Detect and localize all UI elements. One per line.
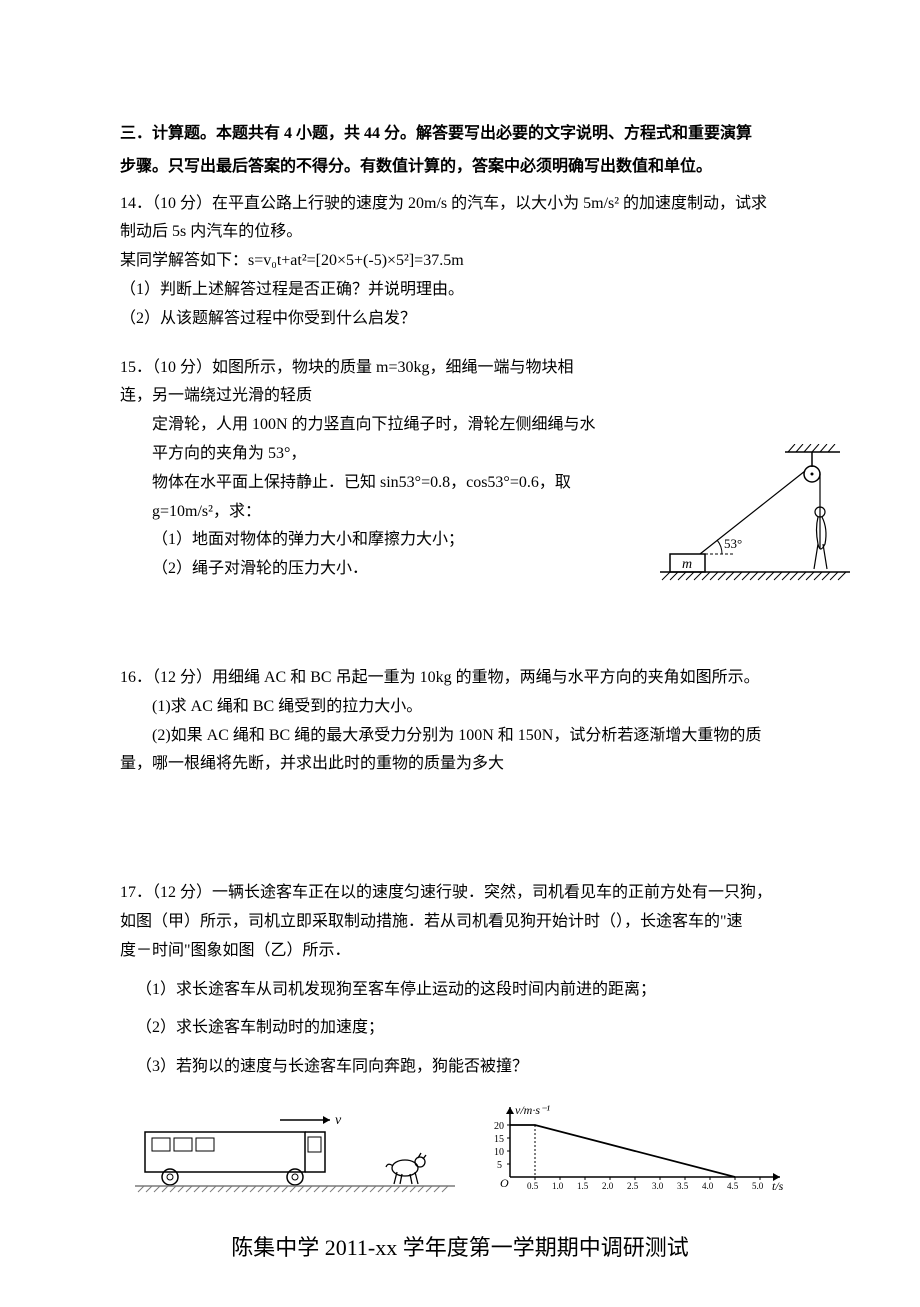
svg-text:2.5: 2.5 — [627, 1181, 639, 1191]
q16-sub2-line1: (2)如果 AC 绳和 BC 绳的最大承受力分别为 100N 和 150N，试分… — [152, 722, 800, 751]
q17-sub1: （1）求长途客车从司机发现狗至客车停止运动的这段时间内前进的距离； — [136, 976, 800, 1005]
q17-stem-line2: 如图（甲）所示，司机立即采取制动措施．若从司机看见狗开始计时（），长途客车的"速 — [120, 908, 800, 937]
bus-window — [196, 1138, 214, 1151]
svg-text:15: 15 — [494, 1134, 504, 1145]
svg-text:3.5: 3.5 — [677, 1181, 689, 1191]
dog-icon — [386, 1153, 426, 1184]
svg-text:4.0: 4.0 — [702, 1181, 714, 1191]
q17-sub2: （2）求长途客车制动时的加速度； — [136, 1014, 800, 1043]
question-15: 15．（10 分）如图所示，物块的质量 m=30kg，细绳一端与物块相连，另一端… — [120, 354, 800, 584]
bus-window — [152, 1138, 170, 1151]
bus-windshield — [308, 1137, 321, 1152]
angle-arc — [717, 540, 722, 554]
question-14: 14．（10 分）在平直公路上行驶的速度为 20m/s 的汽车，以大小为 5m/… — [120, 190, 800, 334]
svg-text:1.0: 1.0 — [552, 1181, 564, 1191]
y-ticks: 5 10 15 20 — [494, 1121, 510, 1171]
x-ticks: 0.5 1.0 1.5 2.0 2.5 3.0 3.5 4.0 4.5 5.0 — [527, 1177, 764, 1191]
svg-text:10: 10 — [494, 1147, 504, 1158]
q14-stem-line2: 制动后 5s 内汽车的位移。 — [120, 218, 800, 247]
q15-figure: 53° m — [660, 444, 850, 594]
q14-sub1: （1）判断上述解答过程是否正确？并说明理由。 — [120, 276, 800, 305]
svg-text:0.5: 0.5 — [527, 1181, 539, 1191]
q17-stem-line3: 度－时间"图象如图（乙）所示． — [120, 937, 800, 966]
origin-label: O — [500, 1176, 509, 1190]
q15-stem-line2: 定滑轮，人用 100N 的力竖直向下拉绳子时，滑轮左侧细绳与水平方向的夹角为 5… — [152, 411, 600, 469]
y-axis-arrow — [506, 1107, 514, 1114]
pulley-center — [811, 472, 814, 475]
svg-text:4.5: 4.5 — [727, 1181, 739, 1191]
q17-figure-graph: v/m·s⁻¹ t/s O 5 10 15 20 0.5 1.0 1.5 2.0 — [480, 1102, 790, 1208]
svg-text:20: 20 — [494, 1121, 504, 1132]
q17-figure-bus: v — [130, 1102, 460, 1208]
ground-hatch-bus — [138, 1186, 448, 1192]
y-axis-label: v/m·s⁻¹ — [515, 1103, 550, 1117]
bus-wheel-inner — [167, 1174, 173, 1180]
svg-text:5: 5 — [497, 1160, 502, 1171]
question-16: 16．（12 分）用细绳 AC 和 BC 吊起一重为 10kg 的重物，两绳与水… — [120, 664, 800, 779]
q14-formula: 某同学解答如下：s=v₀t+at²=[20×5+(-5)×5²]=37.5m — [120, 247, 800, 276]
ground-hatch — [662, 572, 846, 580]
q16-stem-line1: 16．（12 分）用细绳 AC 和 BC 吊起一重为 10kg 的重物，两绳与水… — [120, 664, 800, 693]
angle-label: 53° — [724, 536, 742, 551]
svg-text:2.0: 2.0 — [602, 1181, 614, 1191]
section-header-line2: 步骤。只写出最后答案的不得分。有数值计算的，答案中必须明确写出数值和单位。 — [120, 153, 800, 182]
velocity-label: v — [335, 1113, 342, 1128]
footer-title: 陈集中学 2011-xx 学年度第一学期期中调研测试 — [120, 1228, 800, 1268]
q17-stem-line1: 17．（12 分）一辆长途客车正在以的速度匀速行驶．突然，司机看见车的正前方处有… — [120, 879, 800, 908]
block-label: m — [682, 557, 692, 572]
svg-text:5.0: 5.0 — [752, 1181, 764, 1191]
rope-left — [700, 471, 805, 554]
q15-stem-line3: 物体在水平面上保持静止．已知 sin53°=0.8，cos53°=0.6，取 g… — [152, 469, 600, 527]
x-axis-label: t/s — [772, 1179, 784, 1193]
svg-text:3.0: 3.0 — [652, 1181, 664, 1191]
q15-sub1: （1）地面对物体的弹力大小和摩擦力大小； — [152, 526, 600, 555]
ceiling-hatch — [785, 444, 840, 452]
q14-stem-line1: 14．（10 分）在平直公路上行驶的速度为 20m/s 的汽车，以大小为 5m/… — [120, 190, 800, 219]
graph-data-line — [510, 1125, 735, 1177]
q15-sub2: （2）绳子对滑轮的压力大小． — [152, 555, 600, 584]
question-17: 17．（12 分）一辆长途客车正在以的速度匀速行驶．突然，司机看见车的正前方处有… — [120, 879, 800, 1208]
bus-window — [174, 1138, 192, 1151]
bus-wheel-inner — [292, 1174, 298, 1180]
velocity-arrow-head — [323, 1116, 330, 1124]
q15-stem-line1: 15．（10 分）如图所示，物块的质量 m=30kg，细绳一端与物块相连，另一端… — [120, 354, 600, 412]
q16-sub1: (1)求 AC 绳和 BC 绳受到的拉力大小。 — [152, 693, 800, 722]
q16-sub2-line2: 量，哪一根绳将先断，并求出此时的重物的质量为多大 — [120, 750, 800, 779]
q17-sub3: （3）若狗以的速度与长途客车同向奔跑，狗能否被撞？ — [136, 1053, 800, 1082]
section-header-line1: 三．计算题。本题共有 4 小题，共 44 分。解答要写出必要的文字说明、方程式和… — [120, 120, 800, 149]
q14-sub2: （2）从该题解答过程中你受到什么启发？ — [120, 305, 800, 334]
svg-text:1.5: 1.5 — [577, 1181, 589, 1191]
